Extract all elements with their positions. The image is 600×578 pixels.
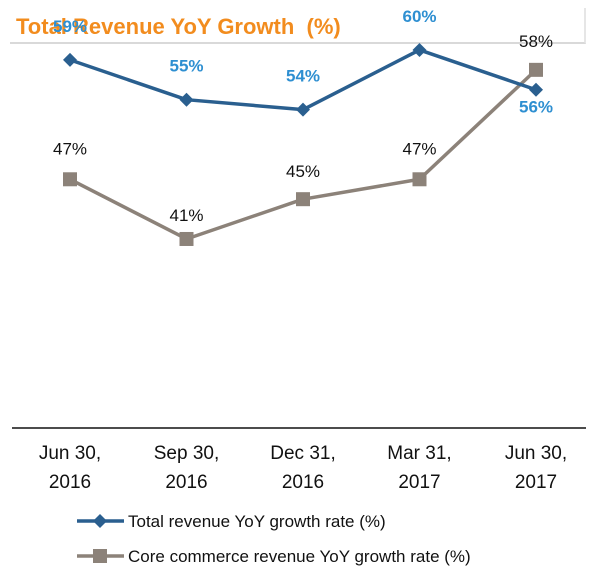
data-point-square (179, 231, 194, 246)
legend-marker-square (93, 549, 107, 563)
x-tick-label: Sep 30, 2016 (154, 443, 220, 493)
data-point-diamond (529, 82, 543, 97)
title-bar: Total Revenue YoY Growth (%) (10, 8, 586, 44)
data-label: 45% (286, 162, 320, 181)
data-label: 58% (519, 32, 553, 51)
data-label: 55% (169, 57, 203, 76)
legend-marker-diamond (93, 514, 107, 528)
data-label: 47% (53, 139, 87, 158)
data-point-diamond (412, 42, 427, 57)
data-label: 59% (53, 17, 87, 36)
data-point-square (529, 62, 543, 77)
legend-label: Total revenue YoY growth rate (%) (128, 512, 386, 531)
data-label: 54% (286, 67, 320, 86)
data-point-diamond (63, 52, 77, 67)
data-point-square (63, 172, 77, 187)
data-label: 47% (402, 139, 436, 158)
data-point-square (296, 192, 310, 207)
legend-label: Core commerce revenue YoY growth rate (%… (128, 547, 471, 566)
data-label: 41% (169, 206, 203, 225)
x-tick-label: Jun 30, 2017 (505, 443, 567, 493)
data-point-square (412, 172, 427, 187)
chart-title: Total Revenue YoY Growth (%) (16, 14, 341, 39)
x-tick-label: Mar 31, 2017 (387, 443, 451, 493)
x-tick-label: Jun 30, 2016 (39, 443, 101, 493)
data-label: 56% (519, 98, 553, 117)
data-label: 60% (402, 7, 436, 26)
series-line-core-commerce (69, 68, 538, 241)
data-point-diamond (179, 92, 194, 107)
data-point-diamond (296, 102, 310, 117)
x-tick-label: Dec 31, 2016 (270, 443, 335, 493)
